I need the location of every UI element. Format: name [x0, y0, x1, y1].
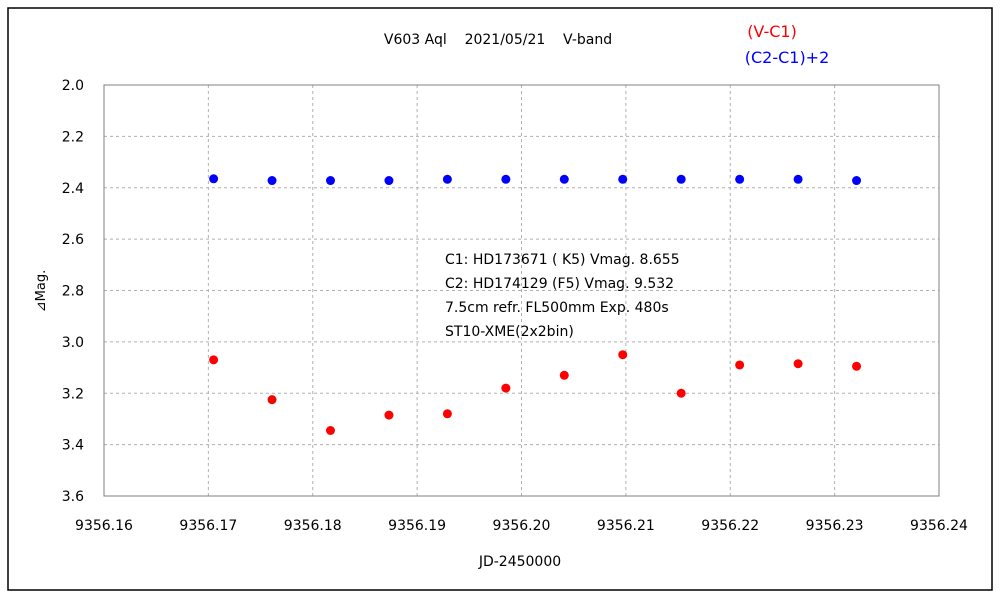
c2-c1-point — [735, 174, 745, 184]
plot-area — [103, 84, 940, 497]
annotation-line-3: 7.5cm refr. FL500mm Exp. 480s — [445, 300, 669, 316]
y-axis-label: ⊿Mag. — [34, 270, 49, 312]
chart-title: V603 Aql 2021/05/21 V-band — [384, 32, 612, 48]
c2-c1-point — [442, 174, 452, 184]
grid — [104, 85, 939, 496]
v-c1-point — [676, 388, 686, 398]
c2-c1-point — [559, 174, 569, 184]
legend-entry-v-c1: (V-C1) — [747, 22, 797, 41]
x-tick-label: 9356.21 — [597, 518, 655, 534]
c2-c1-point — [325, 176, 335, 186]
x-tick-label: 9356.23 — [806, 518, 864, 534]
y-tick-label: 2.8 — [62, 284, 84, 300]
v-c1-point — [735, 360, 745, 370]
v-c1-point — [325, 425, 335, 435]
x-axis-ticks: 9356.16 9356.17 9356.18 9356.19 9356.20 9356.… — [75, 518, 968, 534]
y-tick-label: 3.2 — [62, 386, 84, 402]
y-tick-label: 3.4 — [62, 438, 84, 454]
x-tick-label: 9356.17 — [179, 518, 237, 534]
y-tick-label: 2.2 — [62, 129, 84, 145]
c2-c1-point — [267, 176, 277, 186]
v-c1-point — [384, 410, 394, 420]
v-c1-point — [442, 409, 452, 419]
c2-c1-point — [852, 176, 862, 186]
x-tick-label: 9356.19 — [388, 518, 446, 534]
y-tick-label: 3.0 — [62, 335, 84, 351]
x-tick-label: 9356.24 — [910, 518, 968, 534]
y-tick-label: 2.0 — [62, 78, 84, 94]
c2-c1-point — [618, 174, 628, 184]
c2-c1-point — [384, 176, 394, 186]
x-tick-label: 9356.20 — [493, 518, 551, 534]
annotation-line-1: C1: HD173671 ( K5) Vmag. 8.655 — [445, 252, 680, 268]
c2-c1-point — [793, 174, 803, 184]
annotation-line-2: C2: HD174129 (F5) Vmag. 9.532 — [445, 276, 674, 292]
v-c1-point — [267, 395, 277, 405]
c2-c1-point — [209, 174, 219, 184]
v-c1-point — [793, 359, 803, 369]
y-tick-label: 2.4 — [62, 181, 84, 197]
v-c1-point — [501, 383, 511, 393]
v-c1-point — [852, 361, 862, 371]
x-tick-label: 9356.22 — [701, 518, 759, 534]
y-tick-label: 3.6 — [62, 489, 84, 505]
c2-c1-point — [501, 174, 511, 184]
y-axis-ticks: 2.0 2.2 2.4 2.6 2.8 3.0 3.2 3.4 3.6 — [62, 78, 84, 505]
x-tick-label: 9356.16 — [75, 518, 133, 534]
y-tick-label: 2.6 — [62, 232, 84, 248]
v-c1-point — [618, 350, 628, 360]
v-c1-point — [209, 355, 219, 365]
x-tick-label: 9356.18 — [284, 518, 342, 534]
legend-entry-c2-c1: (C2-C1)+2 — [745, 48, 830, 67]
annotation-line-4: ST10-XME(2x2bin) — [445, 324, 574, 340]
data-points — [209, 174, 862, 435]
outer-border — [7, 7, 993, 591]
v-c1-point — [559, 370, 569, 380]
x-axis-label: JD-2450000 — [478, 554, 561, 570]
c2-c1-point — [676, 174, 686, 184]
